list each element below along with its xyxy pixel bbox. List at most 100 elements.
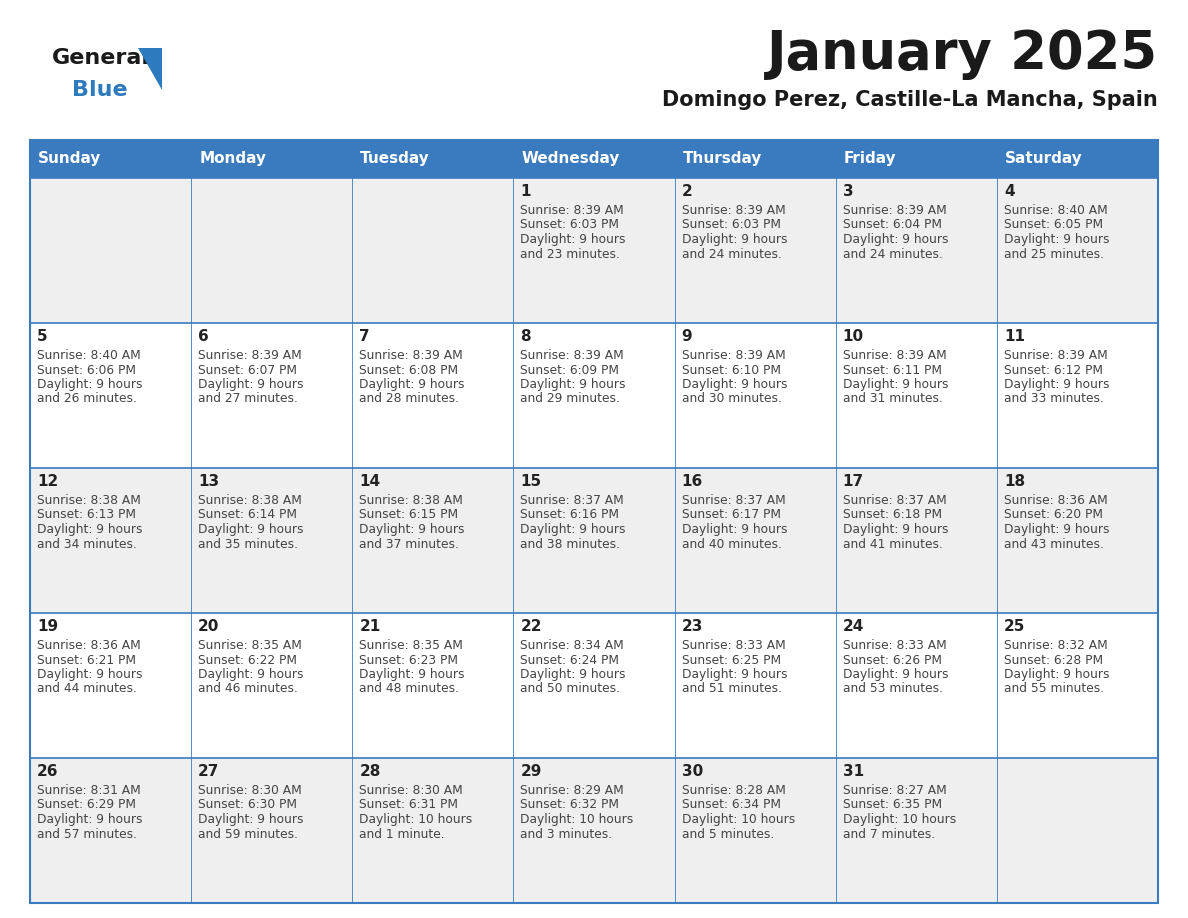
Text: and 37 minutes.: and 37 minutes. <box>359 538 459 551</box>
Text: Sunrise: 8:35 AM: Sunrise: 8:35 AM <box>198 639 302 652</box>
Bar <box>675 758 835 903</box>
Text: Daylight: 9 hours: Daylight: 9 hours <box>1004 233 1110 246</box>
Text: 24: 24 <box>842 619 864 634</box>
Text: Daylight: 9 hours: Daylight: 9 hours <box>1004 523 1110 536</box>
Text: Daylight: 9 hours: Daylight: 9 hours <box>682 523 788 536</box>
Text: and 24 minutes.: and 24 minutes. <box>842 248 942 261</box>
Text: and 1 minute.: and 1 minute. <box>359 827 446 841</box>
Text: Daylight: 9 hours: Daylight: 9 hours <box>198 523 304 536</box>
Text: and 31 minutes.: and 31 minutes. <box>842 393 942 406</box>
Text: and 38 minutes.: and 38 minutes. <box>520 538 620 551</box>
Bar <box>30 323 191 468</box>
Polygon shape <box>138 48 162 90</box>
Text: General: General <box>52 48 150 68</box>
Bar <box>191 613 353 758</box>
Text: and 33 minutes.: and 33 minutes. <box>1004 393 1104 406</box>
Text: Wednesday: Wednesday <box>522 151 620 166</box>
Text: and 41 minutes.: and 41 minutes. <box>842 538 942 551</box>
Text: and 7 minutes.: and 7 minutes. <box>842 827 935 841</box>
Text: 25: 25 <box>1004 619 1025 634</box>
Bar <box>997 613 1158 758</box>
Bar <box>353 323 513 468</box>
Bar <box>30 140 1158 178</box>
Text: Sunrise: 8:37 AM: Sunrise: 8:37 AM <box>682 494 785 507</box>
Text: Domingo Perez, Castille-La Mancha, Spain: Domingo Perez, Castille-La Mancha, Spain <box>662 90 1158 110</box>
Text: 14: 14 <box>359 474 380 489</box>
Text: Thursday: Thursday <box>683 151 762 166</box>
Text: Sunrise: 8:39 AM: Sunrise: 8:39 AM <box>198 349 302 362</box>
Text: Sunrise: 8:30 AM: Sunrise: 8:30 AM <box>359 784 463 797</box>
Text: 29: 29 <box>520 764 542 779</box>
Text: 8: 8 <box>520 329 531 344</box>
Text: and 51 minutes.: and 51 minutes. <box>682 682 782 696</box>
Text: Sunset: 6:31 PM: Sunset: 6:31 PM <box>359 799 459 812</box>
Text: Daylight: 10 hours: Daylight: 10 hours <box>842 813 956 826</box>
Bar <box>30 613 191 758</box>
Bar <box>191 178 353 323</box>
Text: and 46 minutes.: and 46 minutes. <box>198 682 298 696</box>
Text: Sunset: 6:06 PM: Sunset: 6:06 PM <box>37 364 135 376</box>
Text: and 5 minutes.: and 5 minutes. <box>682 827 773 841</box>
Text: Daylight: 9 hours: Daylight: 9 hours <box>682 378 788 391</box>
Text: Sunset: 6:17 PM: Sunset: 6:17 PM <box>682 509 781 521</box>
Text: and 40 minutes.: and 40 minutes. <box>682 538 782 551</box>
Text: Daylight: 9 hours: Daylight: 9 hours <box>37 523 143 536</box>
Text: and 43 minutes.: and 43 minutes. <box>1004 538 1104 551</box>
Text: 22: 22 <box>520 619 542 634</box>
Text: Sunrise: 8:39 AM: Sunrise: 8:39 AM <box>682 349 785 362</box>
Bar <box>30 758 191 903</box>
Text: Sunset: 6:04 PM: Sunset: 6:04 PM <box>842 218 942 231</box>
Text: Sunrise: 8:29 AM: Sunrise: 8:29 AM <box>520 784 624 797</box>
Text: Blue: Blue <box>72 80 127 100</box>
Text: 21: 21 <box>359 619 380 634</box>
Bar <box>353 613 513 758</box>
Text: Daylight: 9 hours: Daylight: 9 hours <box>682 233 788 246</box>
Text: 5: 5 <box>37 329 48 344</box>
Text: Daylight: 9 hours: Daylight: 9 hours <box>198 813 304 826</box>
Bar <box>513 323 675 468</box>
Text: and 59 minutes.: and 59 minutes. <box>198 827 298 841</box>
Text: Sunset: 6:15 PM: Sunset: 6:15 PM <box>359 509 459 521</box>
Text: Sunset: 6:12 PM: Sunset: 6:12 PM <box>1004 364 1102 376</box>
Text: Friday: Friday <box>843 151 896 166</box>
Bar <box>353 468 513 613</box>
Text: 12: 12 <box>37 474 58 489</box>
Text: Sunrise: 8:31 AM: Sunrise: 8:31 AM <box>37 784 140 797</box>
Text: Sunset: 6:03 PM: Sunset: 6:03 PM <box>682 218 781 231</box>
Bar <box>675 178 835 323</box>
Text: 18: 18 <box>1004 474 1025 489</box>
Bar <box>835 758 997 903</box>
Text: 6: 6 <box>198 329 209 344</box>
Bar <box>513 613 675 758</box>
Text: Sunrise: 8:39 AM: Sunrise: 8:39 AM <box>1004 349 1107 362</box>
Text: 10: 10 <box>842 329 864 344</box>
Text: Sunset: 6:20 PM: Sunset: 6:20 PM <box>1004 509 1102 521</box>
Text: Daylight: 9 hours: Daylight: 9 hours <box>37 813 143 826</box>
Text: Daylight: 9 hours: Daylight: 9 hours <box>842 523 948 536</box>
Text: 15: 15 <box>520 474 542 489</box>
Text: and 50 minutes.: and 50 minutes. <box>520 682 620 696</box>
Text: and 3 minutes.: and 3 minutes. <box>520 827 613 841</box>
Text: 27: 27 <box>198 764 220 779</box>
Text: Daylight: 10 hours: Daylight: 10 hours <box>682 813 795 826</box>
Text: Monday: Monday <box>200 151 266 166</box>
Text: Daylight: 9 hours: Daylight: 9 hours <box>1004 668 1110 681</box>
Text: 20: 20 <box>198 619 220 634</box>
Text: and 35 minutes.: and 35 minutes. <box>198 538 298 551</box>
Text: and 27 minutes.: and 27 minutes. <box>198 393 298 406</box>
Text: 23: 23 <box>682 619 703 634</box>
Text: Sunset: 6:25 PM: Sunset: 6:25 PM <box>682 654 781 666</box>
Text: Sunrise: 8:28 AM: Sunrise: 8:28 AM <box>682 784 785 797</box>
Text: and 28 minutes.: and 28 minutes. <box>359 393 460 406</box>
Bar <box>835 613 997 758</box>
Text: 11: 11 <box>1004 329 1025 344</box>
Text: Daylight: 9 hours: Daylight: 9 hours <box>842 668 948 681</box>
Text: Daylight: 10 hours: Daylight: 10 hours <box>520 813 633 826</box>
Text: 30: 30 <box>682 764 703 779</box>
Text: and 23 minutes.: and 23 minutes. <box>520 248 620 261</box>
Text: Daylight: 9 hours: Daylight: 9 hours <box>198 378 304 391</box>
Text: 4: 4 <box>1004 184 1015 199</box>
Text: Sunrise: 8:30 AM: Sunrise: 8:30 AM <box>198 784 302 797</box>
Text: Sunrise: 8:40 AM: Sunrise: 8:40 AM <box>1004 204 1107 217</box>
Bar <box>30 178 191 323</box>
